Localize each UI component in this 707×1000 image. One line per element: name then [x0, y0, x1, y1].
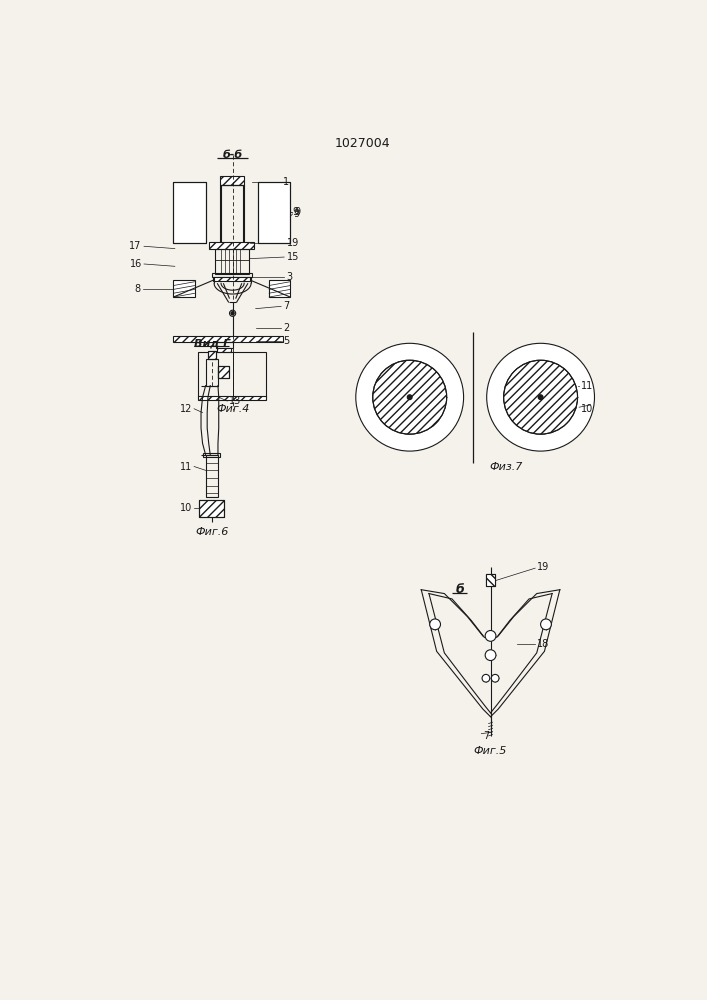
Ellipse shape [486, 343, 595, 451]
Bar [221, 185, 243, 243]
Text: 11: 11 [180, 462, 192, 472]
Bar [486, 574, 495, 586]
Ellipse shape [503, 360, 578, 434]
Text: 9: 9 [294, 207, 300, 217]
Circle shape [485, 631, 496, 641]
Text: Физ.7: Физ.7 [489, 462, 522, 472]
Ellipse shape [373, 360, 447, 434]
Text: Фиг.5: Фиг.5 [474, 746, 507, 756]
Bar [206, 359, 218, 386]
Bar [258, 182, 291, 243]
Circle shape [485, 650, 496, 661]
Text: Фиг.4: Фиг.4 [216, 404, 250, 414]
Text: 12: 12 [180, 404, 192, 414]
Ellipse shape [356, 343, 464, 451]
Text: 9: 9 [293, 209, 300, 219]
Text: 17: 17 [129, 241, 141, 251]
Bar [218, 366, 229, 378]
Text: 8: 8 [134, 284, 140, 294]
Circle shape [482, 674, 490, 682]
Circle shape [407, 395, 412, 400]
Text: Фиг.6: Фиг.6 [195, 527, 228, 537]
Circle shape [430, 619, 440, 630]
Bar [217, 348, 231, 352]
Bar [199, 500, 224, 517]
Bar [219, 176, 244, 185]
Bar [173, 182, 206, 243]
Text: 7: 7 [483, 731, 489, 741]
Bar [258, 182, 291, 243]
Bar [269, 280, 291, 297]
Text: 10: 10 [580, 404, 593, 414]
Text: 1: 1 [284, 177, 290, 187]
Bar [204, 453, 221, 457]
Bar [219, 185, 244, 243]
Text: Вид Г: Вид Г [194, 338, 230, 348]
Bar [212, 273, 252, 277]
Text: 13: 13 [229, 396, 241, 406]
Text: 19: 19 [537, 562, 549, 572]
Bar [486, 574, 495, 586]
Text: б: б [455, 583, 464, 596]
Circle shape [491, 674, 499, 682]
Text: 3: 3 [286, 272, 293, 282]
Circle shape [541, 619, 551, 630]
Circle shape [538, 395, 543, 400]
Text: 11: 11 [580, 381, 593, 391]
Text: 5: 5 [284, 336, 290, 346]
Bar [198, 396, 266, 400]
Bar [218, 366, 229, 378]
Text: 19: 19 [286, 238, 299, 248]
Text: 1027004: 1027004 [335, 137, 390, 150]
Bar [173, 280, 195, 297]
Circle shape [231, 312, 234, 315]
Bar [208, 351, 216, 359]
Text: 18: 18 [537, 639, 549, 649]
Text: 10: 10 [180, 503, 192, 513]
Text: 7: 7 [284, 301, 290, 311]
Text: 16: 16 [129, 259, 141, 269]
Bar [214, 277, 250, 281]
Bar [216, 342, 233, 348]
Bar [209, 242, 254, 249]
Bar [215, 249, 249, 274]
Text: 9: 9 [293, 207, 299, 217]
Text: 2: 2 [284, 323, 290, 333]
Bar [173, 182, 206, 243]
Bar [198, 352, 266, 397]
Bar [173, 336, 283, 342]
Text: б-б: б-б [223, 150, 243, 160]
Bar [208, 351, 216, 359]
Bar [206, 455, 218, 497]
Text: 15: 15 [286, 252, 299, 262]
Bar [199, 500, 224, 517]
